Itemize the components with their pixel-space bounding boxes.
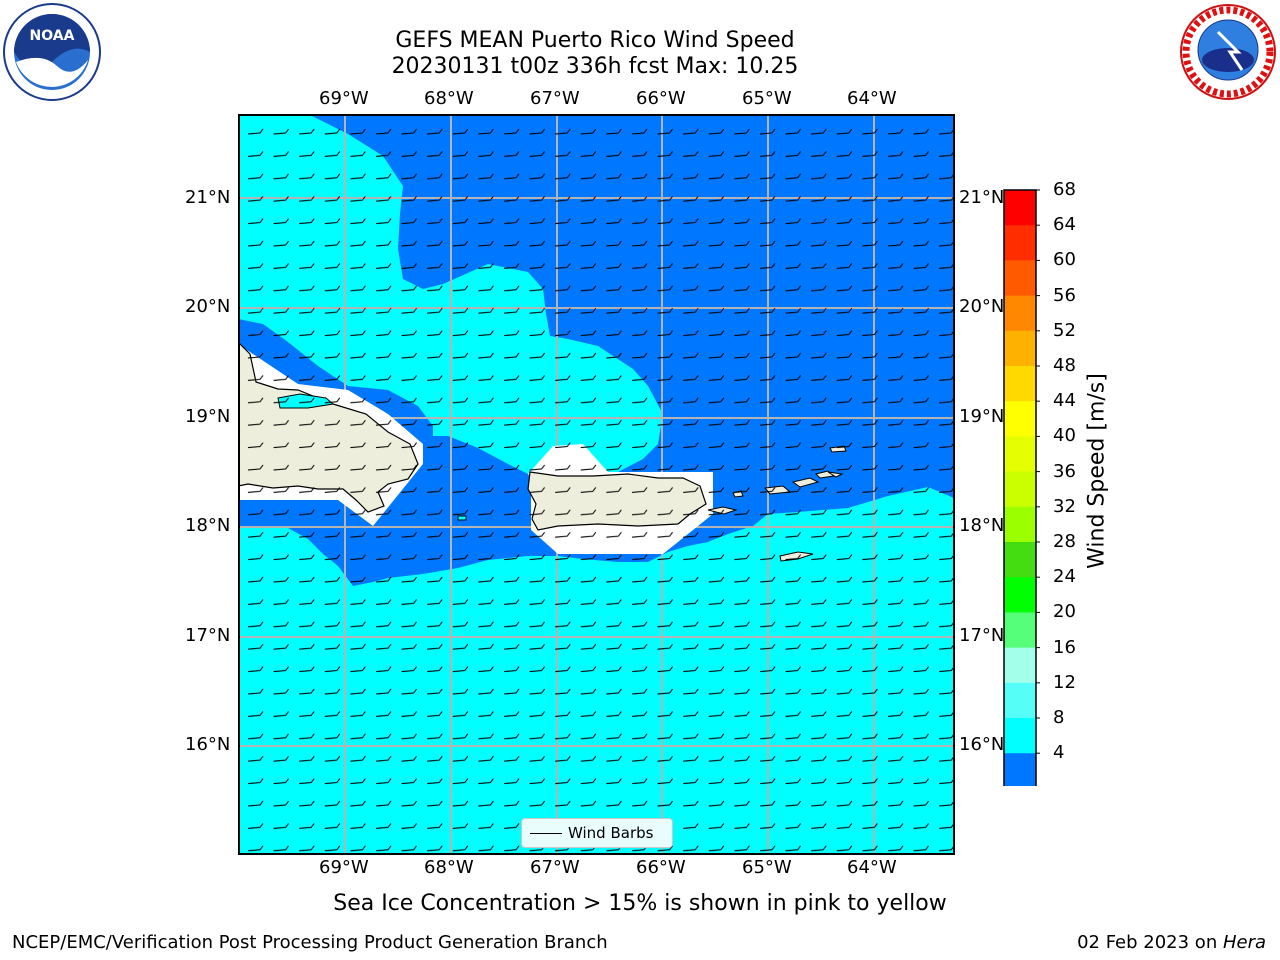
lon-label-top: 69°W <box>319 88 369 109</box>
svg-text:NOAA: NOAA <box>30 28 75 44</box>
lat-label-left: 21°N <box>185 187 231 208</box>
colorbar-segment <box>1004 225 1036 261</box>
lat-label-left: 20°N <box>185 296 231 317</box>
colorbar-tick-label: 40 <box>1053 425 1076 447</box>
noaa-logo: NOAA <box>2 2 102 106</box>
map-subtitle-run: 20230131 t00z 336h fcst Max: 10.25 <box>391 54 799 79</box>
lat-label-right: 18°N <box>959 515 1005 536</box>
lon-label-bottom: 64°W <box>847 857 897 878</box>
legend-line-icon <box>530 832 562 834</box>
colorbar-tick-label: 52 <box>1053 319 1076 341</box>
map-panel <box>238 114 955 855</box>
footer-date-text: 02 Feb 2023 on <box>1077 932 1223 953</box>
colorbar-tick-label: 24 <box>1053 566 1076 588</box>
colorbar-segment <box>1004 647 1036 684</box>
lon-label-bottom: 66°W <box>636 857 686 878</box>
lat-label-left: 19°N <box>185 406 231 427</box>
map-title: GEFS MEAN Puerto Rico Wind Speed <box>395 28 795 53</box>
colorbar-tick-label: 16 <box>1053 636 1076 658</box>
colorbar <box>1003 189 1040 786</box>
colorbar-tick-label: 28 <box>1053 531 1076 552</box>
colorbar-label: Wind Speed [m/s] <box>1084 373 1110 569</box>
colorbar-segment <box>1004 612 1036 649</box>
lon-label-top: 64°W <box>847 88 897 109</box>
lat-label-left: 17°N <box>185 625 231 646</box>
lon-label-top: 66°W <box>636 88 686 109</box>
colorbar-tick-label: 36 <box>1053 460 1076 482</box>
colorbar-tick-label: 68 <box>1053 179 1076 200</box>
colorbar-segment <box>1004 718 1036 754</box>
footer-date: 02 Feb 2023 on Hera <box>1077 932 1266 953</box>
colorbar-tick-label: 32 <box>1053 495 1076 517</box>
colorbar-segment <box>1004 401 1036 437</box>
colorbar-segment <box>1004 436 1036 473</box>
colorbar-tick-label: 48 <box>1053 355 1076 376</box>
footer-branch: NCEP/EMC/Verification Post Processing Pr… <box>12 932 608 953</box>
colorbar-segment <box>1004 190 1036 226</box>
colorbar-segment <box>1004 577 1036 613</box>
colorbar-segment <box>1004 295 1036 332</box>
footer-host: Hera <box>1222 932 1266 953</box>
nws-logo <box>1178 2 1278 106</box>
colorbar-segment <box>1004 260 1036 297</box>
lat-label-left: 18°N <box>185 515 231 536</box>
wind-barbs-legend: Wind Barbs <box>521 818 673 848</box>
lon-label-bottom: 65°W <box>742 857 792 878</box>
colorbar-segment <box>1004 330 1036 367</box>
colorbar-tick-label: 4 <box>1053 742 1065 764</box>
colorbar-segment <box>1004 753 1036 786</box>
colorbar-segment <box>1004 471 1036 508</box>
colorbar-segment <box>1004 366 1036 402</box>
lon-label-bottom: 67°W <box>530 857 580 878</box>
lon-label-top: 67°W <box>530 88 580 109</box>
colorbar-segment <box>1004 542 1036 578</box>
wind-barbs-field <box>238 114 954 854</box>
lat-label-right: 20°N <box>959 296 1005 317</box>
colorbar-tick-label: 12 <box>1053 671 1076 693</box>
colorbar-segment <box>1004 682 1036 719</box>
lon-label-top: 68°W <box>424 88 474 109</box>
colorbar-tick-label: 64 <box>1053 214 1076 236</box>
lat-label-left: 16°N <box>185 734 231 755</box>
colorbar-segment <box>1004 506 1036 543</box>
lon-label-bottom: 68°W <box>424 857 474 878</box>
colorbar-tick-label: 20 <box>1053 601 1076 623</box>
lat-label-right: 21°N <box>959 187 1005 208</box>
colorbar-tick-label: 44 <box>1053 390 1076 412</box>
lat-label-right: 16°N <box>959 734 1005 755</box>
colorbar-tick-label: 56 <box>1053 284 1076 306</box>
colorbar-tick-label: 60 <box>1053 249 1076 271</box>
sea-ice-note: Sea Ice Concentration > 15% is shown in … <box>333 891 947 916</box>
lat-label-right: 19°N <box>959 406 1005 427</box>
legend-label: Wind Barbs <box>568 824 654 842</box>
lat-label-right: 17°N <box>959 625 1005 646</box>
lon-label-bottom: 69°W <box>319 857 369 878</box>
colorbar-tick-label: 8 <box>1053 707 1065 728</box>
lon-label-top: 65°W <box>742 88 792 109</box>
